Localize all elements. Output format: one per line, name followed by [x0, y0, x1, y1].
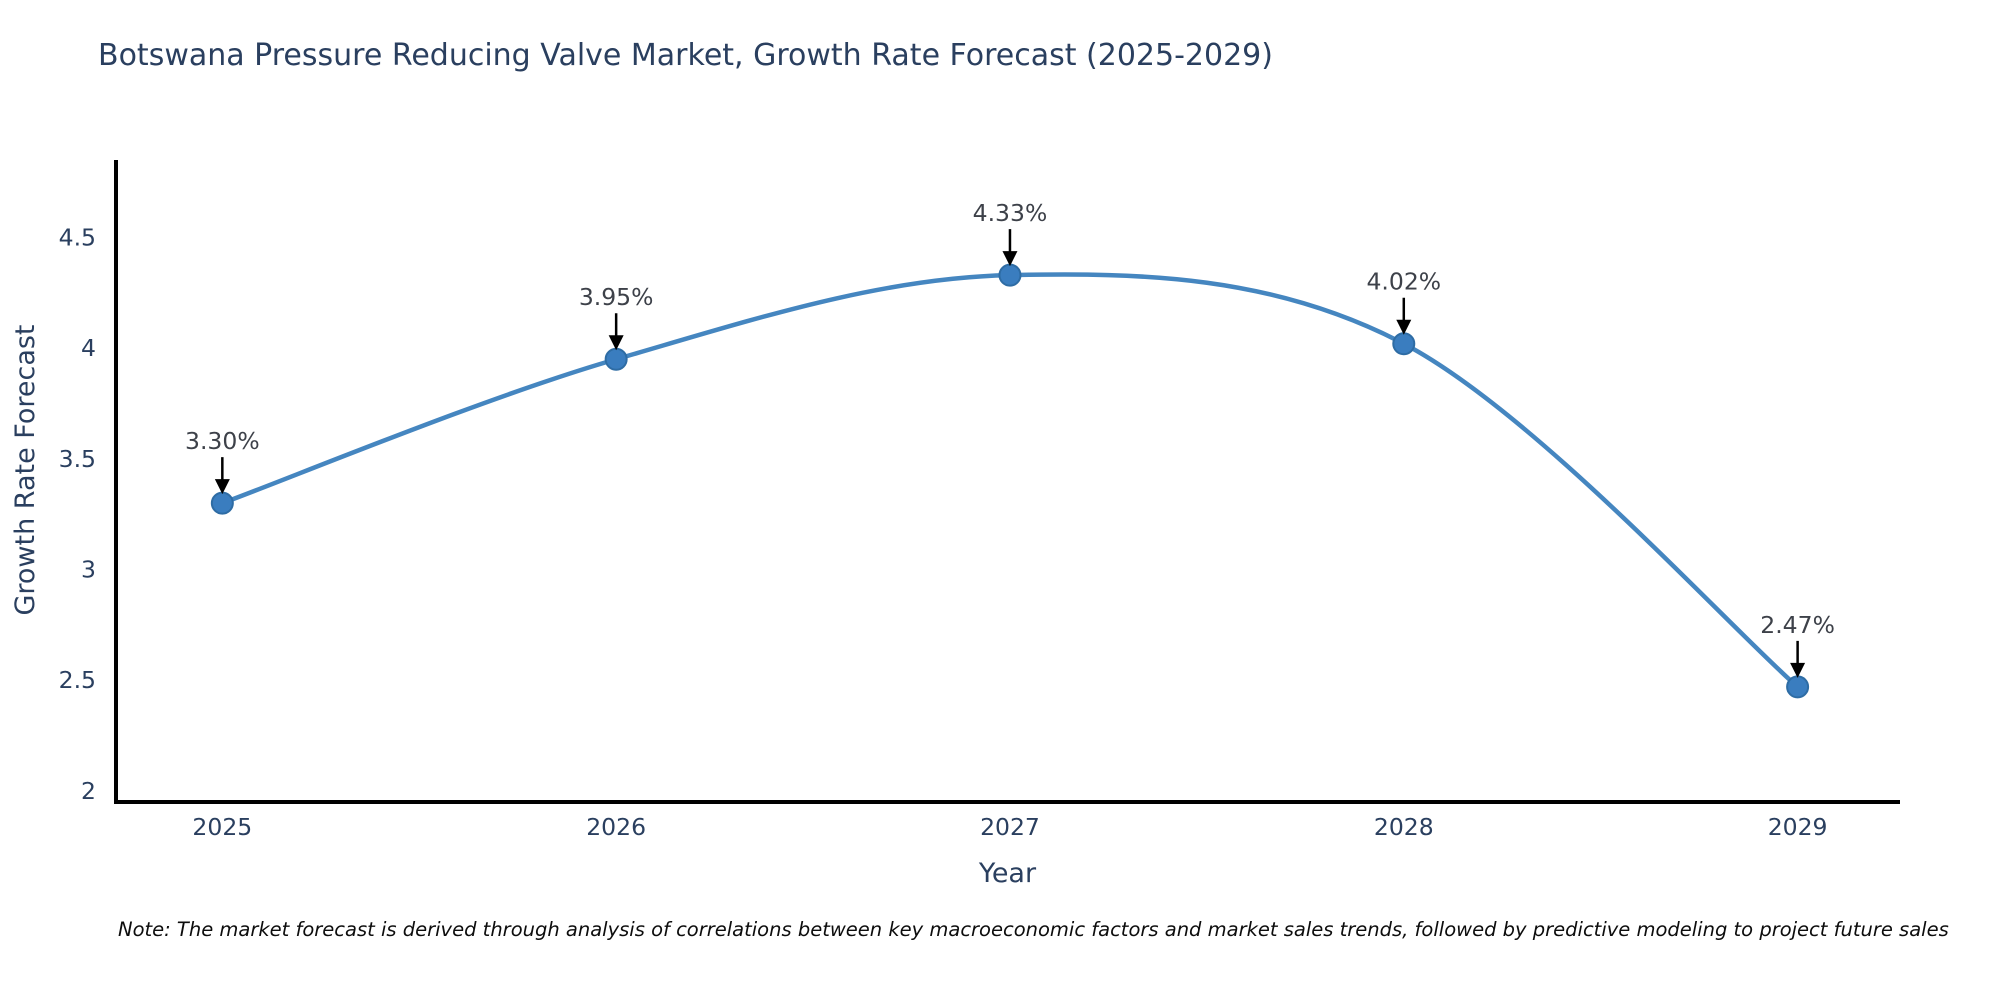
annotation-arrow-head [1790, 662, 1806, 678]
x-tick-label: 2025 [192, 813, 252, 841]
y-tick-label: 2 [81, 777, 96, 805]
y-tick-label: 3 [81, 556, 96, 584]
x-tick-label: 2026 [586, 813, 646, 841]
annotation-arrow-head [214, 479, 230, 495]
y-tick-label: 4.5 [59, 223, 96, 251]
data-point-label: 4.02% [1366, 268, 1441, 296]
data-point [604, 347, 628, 371]
chart-title: Botswana Pressure Reducing Valve Market,… [98, 38, 1273, 73]
data-point [1392, 332, 1416, 356]
data-point-label: 3.30% [185, 427, 260, 455]
y-tick-label: 4 [81, 334, 96, 362]
annotation-arrow-head [1396, 319, 1412, 335]
annotation-arrow-head [1002, 251, 1018, 267]
y-tick-label: 3.5 [59, 445, 96, 473]
x-axis-title: Year [978, 858, 1037, 889]
data-point [210, 491, 234, 515]
annotation-arrow-head [608, 335, 624, 351]
data-point [1786, 675, 1810, 699]
data-point-label: 4.33% [973, 199, 1048, 227]
forecast-line [220, 272, 1800, 690]
x-tick-label: 2028 [1374, 813, 1434, 841]
data-point [998, 263, 1022, 287]
data-point-label: 3.95% [579, 283, 654, 311]
x-tick-label: 2029 [1768, 813, 1828, 841]
x-tick-label: 2027 [980, 813, 1040, 841]
footnote: Note: The market forecast is derived thr… [118, 918, 1949, 941]
y-tick-label: 2.5 [59, 666, 96, 694]
y-axis-title-text: Growth Rate Forecast [10, 324, 41, 616]
data-point-label: 2.47% [1760, 611, 1835, 639]
